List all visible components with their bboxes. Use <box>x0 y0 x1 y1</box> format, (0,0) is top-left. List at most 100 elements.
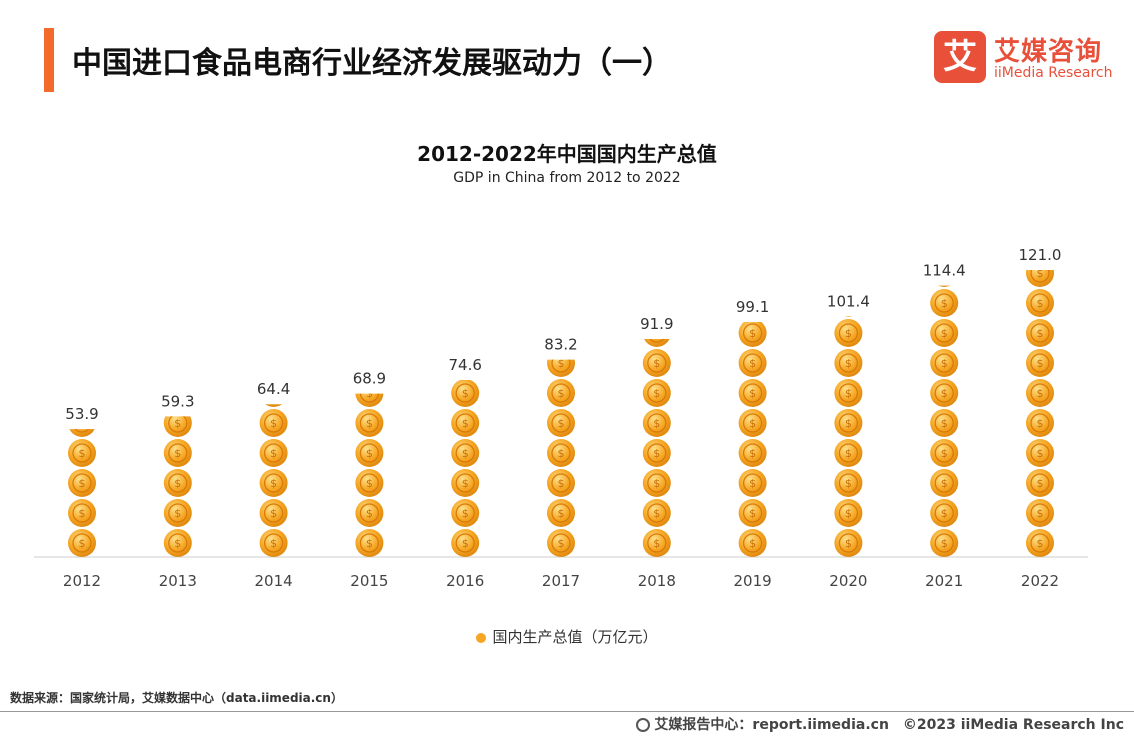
value-label-2019: 99.1 <box>736 298 769 316</box>
dollar-sign-icon: $ <box>1037 327 1044 340</box>
dollar-sign-icon: $ <box>653 357 660 370</box>
coin-icon <box>930 379 959 407</box>
coin-ring <box>359 443 380 463</box>
coin-ring <box>838 533 859 553</box>
dollar-sign-icon: $ <box>749 387 756 400</box>
value-label-2022: 121.0 <box>1019 246 1062 264</box>
x-tick-label-2021: 2021 <box>925 572 963 590</box>
dollar-sign-icon: $ <box>1037 507 1044 520</box>
value-label-2018: 91.9 <box>640 315 673 333</box>
coin-icon <box>68 469 96 497</box>
dollar-sign-icon: $ <box>366 417 373 430</box>
dollar-sign-icon: $ <box>558 417 565 430</box>
value-label-2014: 64.4 <box>257 380 290 398</box>
coin-icon <box>451 499 480 527</box>
x-tick-label-2014: 2014 <box>255 572 293 590</box>
legend: 国内生产总值（万亿元） <box>0 626 1134 647</box>
coin-icon <box>930 439 959 467</box>
coin-icon <box>451 409 480 437</box>
coin-icon <box>68 529 96 557</box>
coin-icon <box>1026 319 1054 347</box>
coin-ring <box>455 443 475 463</box>
coin-ring <box>551 443 571 463</box>
coin-ring <box>263 413 284 433</box>
coin-ring <box>838 443 859 463</box>
dollar-sign-icon: $ <box>79 537 86 550</box>
coin-ring <box>647 353 667 373</box>
dollar-sign-icon: $ <box>462 537 469 550</box>
x-tick-label-2017: 2017 <box>542 572 580 590</box>
dollar-sign-icon: $ <box>1037 267 1044 280</box>
coin-ring <box>1030 270 1050 283</box>
coin-ring <box>359 503 380 523</box>
coin-icon <box>547 529 575 557</box>
dollar-sign-icon: $ <box>845 387 852 400</box>
coin-icon <box>642 349 671 377</box>
bar-2018: $ $ $ $ $ $ $ $ <box>642 339 671 557</box>
coin-icon <box>163 416 192 437</box>
dollar-sign-icon: $ <box>270 417 277 430</box>
coin-ring <box>742 533 763 553</box>
coin-ring <box>359 473 380 493</box>
coin-ring <box>838 383 859 403</box>
coin-ring <box>838 503 859 523</box>
coin-icon <box>355 469 384 497</box>
coin-icon <box>738 469 767 497</box>
dollar-sign-icon: $ <box>845 477 852 490</box>
value-label-2021: 114.4 <box>923 262 966 280</box>
coin-icon <box>834 349 863 377</box>
x-tick-label-2020: 2020 <box>829 572 867 590</box>
coin-ring <box>263 473 284 493</box>
dollar-sign-icon: $ <box>1037 417 1044 430</box>
dollar-sign-icon: $ <box>366 387 373 400</box>
bar-2013: $ $ $ $ $ <box>163 416 192 557</box>
coin-ring <box>1030 503 1050 523</box>
dollar-sign-icon: $ <box>79 417 86 430</box>
coin-icon <box>930 349 959 377</box>
chart-subtitle: GDP in China from 2012 to 2022 <box>453 170 681 186</box>
coin-icon <box>834 499 863 527</box>
coin-ring <box>1030 533 1050 553</box>
coin-ring <box>934 443 954 463</box>
dollar-sign-icon: $ <box>1037 537 1044 550</box>
dollar-sign-icon: $ <box>558 507 565 520</box>
dollar-sign-icon: $ <box>270 507 277 520</box>
dollar-sign-icon: $ <box>941 507 948 520</box>
dollar-sign-icon: $ <box>366 507 373 520</box>
dollar-sign-icon: $ <box>558 447 565 460</box>
dollar-sign-icon: $ <box>366 447 373 460</box>
dollar-sign-icon: $ <box>1037 357 1044 370</box>
dollar-sign-icon: $ <box>845 327 852 340</box>
dollar-sign-icon: $ <box>462 447 469 460</box>
coin-ring <box>647 383 667 403</box>
coin-icon <box>265 404 282 407</box>
coin-ring <box>168 416 188 433</box>
coin-ring <box>934 353 954 373</box>
coin-icon <box>259 439 288 467</box>
coin-ring <box>1030 383 1050 403</box>
coin-icon <box>163 499 192 527</box>
coin-icon <box>738 409 767 437</box>
coin-icon <box>930 499 959 527</box>
coin-ring <box>1030 353 1050 373</box>
report-site: 艾媒报告中心：report.iimedia.cn <box>654 717 889 733</box>
coin-icon <box>642 379 671 407</box>
coin-ring <box>168 533 188 553</box>
x-tick-label-2013: 2013 <box>159 572 197 590</box>
coin-icon <box>451 469 480 497</box>
dollar-sign-icon: $ <box>653 477 660 490</box>
dollar-sign-icon: $ <box>558 357 565 370</box>
value-label-2020: 101.4 <box>827 292 870 310</box>
coin-ring <box>1030 293 1050 313</box>
dollar-sign-icon: $ <box>653 447 660 460</box>
value-label-2015: 68.9 <box>353 370 386 388</box>
coin-ring <box>359 393 380 403</box>
coin-icon <box>844 316 853 317</box>
coin-ring <box>263 533 284 553</box>
dollar-sign-icon: $ <box>174 447 181 460</box>
coin-ring <box>934 503 954 523</box>
dollar-sign-icon: $ <box>79 477 86 490</box>
coin-ring <box>551 473 571 493</box>
dollar-sign-icon: $ <box>941 537 948 550</box>
